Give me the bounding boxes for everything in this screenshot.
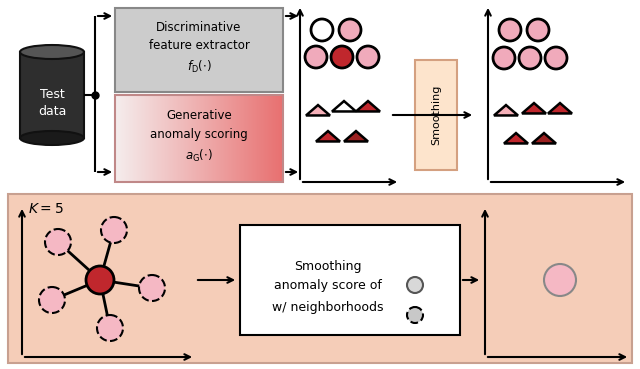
Polygon shape bbox=[532, 133, 556, 144]
Bar bbox=[0, 0, 640, 190]
Circle shape bbox=[519, 47, 541, 69]
Circle shape bbox=[139, 275, 165, 301]
Ellipse shape bbox=[20, 45, 84, 59]
Polygon shape bbox=[548, 103, 572, 113]
Text: Discriminative
feature extractor
$f_{\mathrm{D}}(\cdot)$: Discriminative feature extractor $f_{\ma… bbox=[148, 21, 250, 75]
Circle shape bbox=[331, 46, 353, 68]
Circle shape bbox=[339, 19, 361, 41]
Polygon shape bbox=[316, 131, 340, 141]
Text: Generative
anomaly scoring
$a_{\mathrm{G}}(\cdot)$: Generative anomaly scoring $a_{\mathrm{G… bbox=[150, 109, 248, 163]
Circle shape bbox=[357, 46, 379, 68]
Circle shape bbox=[407, 307, 423, 323]
Circle shape bbox=[311, 19, 333, 41]
Polygon shape bbox=[504, 133, 528, 144]
Circle shape bbox=[97, 315, 123, 341]
Circle shape bbox=[39, 287, 65, 313]
Polygon shape bbox=[494, 105, 518, 115]
Polygon shape bbox=[356, 101, 380, 111]
Polygon shape bbox=[344, 131, 368, 141]
Circle shape bbox=[305, 46, 327, 68]
Circle shape bbox=[493, 47, 515, 69]
Circle shape bbox=[101, 217, 127, 243]
Circle shape bbox=[527, 19, 549, 41]
Text: Smoothing: Smoothing bbox=[431, 85, 441, 145]
Circle shape bbox=[545, 47, 567, 69]
Bar bbox=[20, 52, 84, 138]
Text: $K=5$: $K=5$ bbox=[28, 202, 64, 216]
Polygon shape bbox=[332, 101, 356, 111]
Circle shape bbox=[45, 229, 71, 255]
Text: Test
data: Test data bbox=[38, 88, 66, 118]
Text: w/ neighborhoods: w/ neighborhoods bbox=[272, 301, 384, 314]
Circle shape bbox=[544, 264, 576, 296]
Bar bbox=[240, 225, 460, 335]
Bar bbox=[8, 194, 632, 363]
Bar bbox=[115, 8, 283, 92]
Bar bbox=[115, 95, 283, 182]
Polygon shape bbox=[306, 105, 330, 115]
Text: Smoothing
anomaly score of: Smoothing anomaly score of bbox=[274, 260, 382, 292]
Polygon shape bbox=[522, 103, 546, 113]
Ellipse shape bbox=[20, 131, 84, 145]
Bar bbox=[415, 60, 457, 170]
Circle shape bbox=[499, 19, 521, 41]
Circle shape bbox=[407, 277, 423, 293]
Circle shape bbox=[86, 266, 114, 294]
